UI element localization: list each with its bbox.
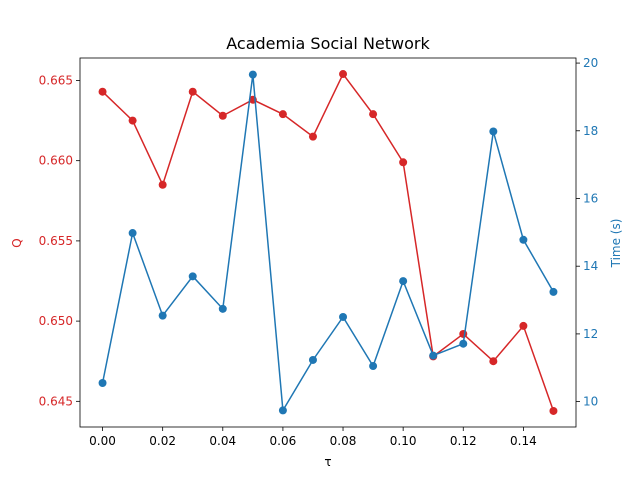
y-right-tick-label: 20 [583, 56, 598, 70]
y-right-tick-label: 14 [583, 259, 598, 273]
x-tick-label: 0.08 [330, 434, 357, 448]
series-1-point [188, 87, 197, 96]
series-2-point [128, 229, 137, 238]
plot-frame [79, 57, 577, 428]
y-right-tick-label: 16 [583, 191, 598, 205]
x-tick-label: 0.00 [89, 434, 116, 448]
y-left-tick-label: 0.660 [39, 154, 73, 168]
series-line-1 [102, 72, 555, 412]
series-1-point [218, 111, 227, 120]
x-axis-label: τ [324, 455, 331, 469]
series-1-point [308, 132, 317, 141]
series-2-point [158, 311, 167, 320]
series-2-point [218, 304, 227, 313]
y-right-axis-label: Time (s) [609, 219, 623, 269]
series-2-point [188, 272, 197, 281]
x-tick-label: 0.14 [510, 434, 537, 448]
y-left-axis-label: Q [10, 238, 24, 247]
series-2-point [549, 287, 558, 296]
series-2-point [339, 312, 348, 321]
x-tick-label: 0.04 [209, 434, 236, 448]
series-1-point [459, 329, 468, 338]
series-line-2 [101, 74, 555, 413]
x-tick-label: 0.06 [270, 434, 297, 448]
x-tick-label: 0.02 [149, 434, 176, 448]
series-2-point [519, 235, 528, 244]
series-2-point [278, 406, 287, 415]
series-2-point [459, 339, 468, 348]
x-tick-label: 0.12 [450, 434, 477, 448]
series-2-point [429, 351, 438, 360]
y-right-tick-label: 18 [583, 124, 598, 138]
series-2-point [399, 277, 408, 286]
series-1-point [489, 357, 498, 366]
y-left-tick-label: 0.650 [39, 314, 73, 328]
series-1-point [128, 116, 137, 125]
series-1-point [519, 321, 528, 330]
y-left-tick-label: 0.655 [39, 234, 73, 248]
series-2-point [369, 362, 378, 371]
series-1-point [399, 158, 408, 167]
series-1-point [369, 110, 378, 119]
series-1-point [278, 110, 287, 119]
chart-title: Academia Social Network [226, 34, 430, 53]
series-2-point [248, 70, 257, 79]
series-1-point [549, 406, 558, 415]
series-2-point [489, 127, 498, 136]
y-right-tick-label: 12 [583, 327, 598, 341]
series-1-point [98, 87, 107, 96]
y-right-tick-label: 10 [583, 395, 598, 409]
y-left-tick-label: 0.665 [39, 73, 73, 87]
series-1-point [158, 180, 167, 189]
series-2-point [308, 355, 317, 364]
series-2-point [98, 378, 107, 387]
x-tick-label: 0.10 [390, 434, 417, 448]
y-left-tick-label: 0.645 [39, 394, 73, 408]
series-1-point [339, 70, 348, 79]
